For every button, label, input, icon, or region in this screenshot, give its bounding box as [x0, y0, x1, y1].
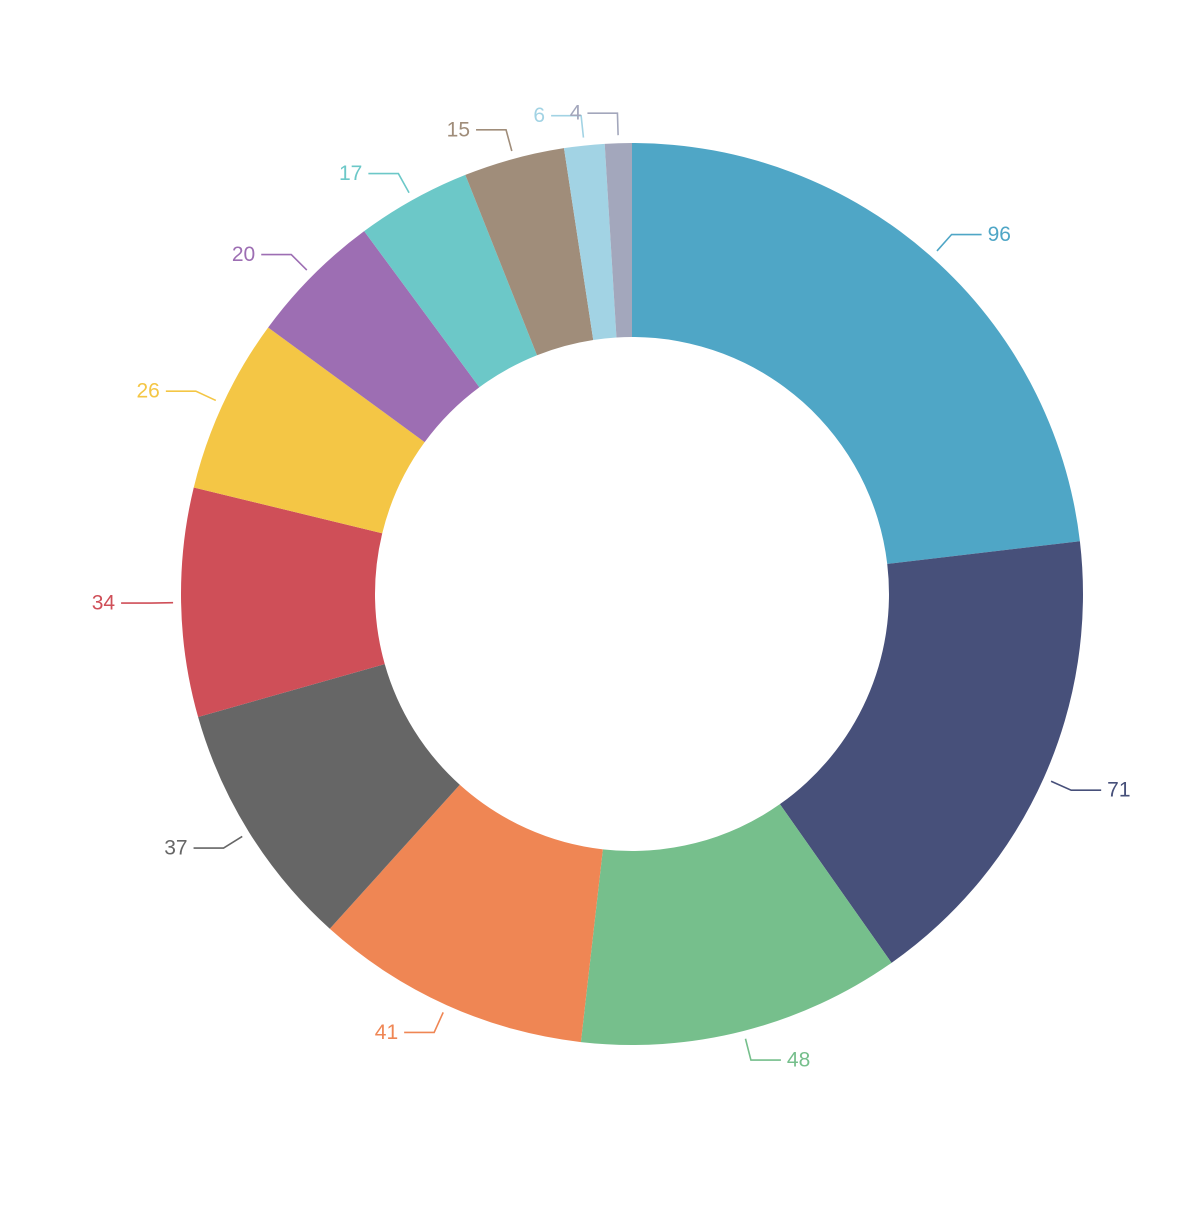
data-label-3: 41 — [375, 1021, 398, 1044]
leader-line-0 — [937, 235, 982, 251]
data-label-0: 96 — [988, 223, 1011, 246]
leader-line-3 — [404, 1012, 443, 1032]
data-label-6: 26 — [136, 380, 159, 403]
leader-line-2 — [745, 1039, 780, 1060]
leader-line-4 — [194, 836, 243, 848]
leader-line-6 — [166, 391, 216, 400]
leader-line-1 — [1051, 781, 1101, 790]
data-label-7: 20 — [232, 243, 255, 266]
data-label-11: 4 — [570, 102, 582, 125]
data-label-4: 37 — [164, 837, 187, 860]
slices-layer — [181, 143, 1083, 1045]
leader-line-11 — [587, 113, 618, 135]
data-label-9: 15 — [447, 118, 470, 141]
slice-0[interactable] — [632, 143, 1080, 564]
data-label-8: 17 — [339, 162, 362, 185]
data-label-10: 6 — [533, 104, 545, 127]
leader-line-8 — [368, 174, 409, 193]
leader-line-9 — [476, 130, 512, 151]
data-label-1: 71 — [1107, 779, 1130, 802]
data-label-2: 48 — [787, 1049, 810, 1072]
data-label-5: 34 — [92, 592, 116, 615]
leader-line-7 — [261, 255, 307, 271]
